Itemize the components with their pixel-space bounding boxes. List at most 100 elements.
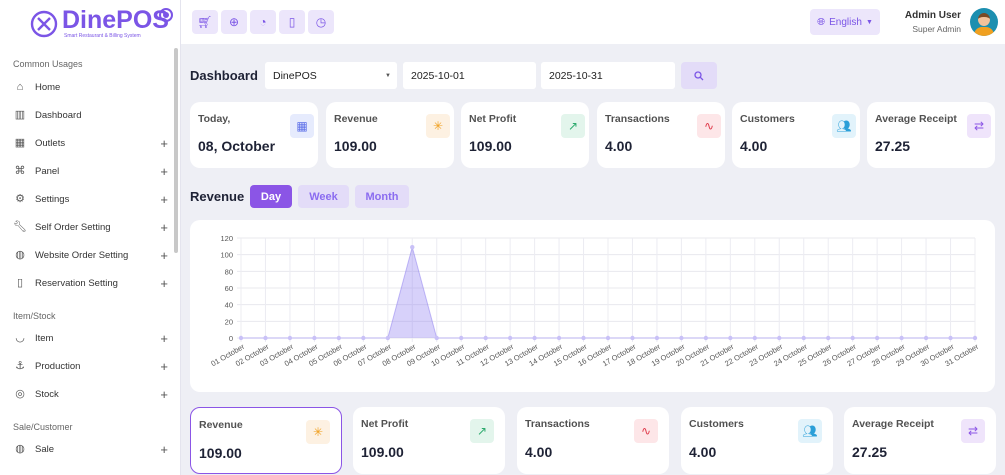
data-point[interactable] [874,335,880,341]
language-selector[interactable]: 🌐︎ English ▼ [810,9,880,35]
book-button[interactable]: ▯ [279,10,305,34]
sidebar-item-label: Website Order Setting [35,249,129,261]
sidebar-item-settings[interactable]: ⚙ Settings + [13,189,168,209]
sidebar-scrollbar[interactable] [174,48,178,253]
globe-icon: ◍ [15,249,25,261]
download-button[interactable]: ⊕ [221,10,247,34]
stat-card-customers[interactable]: Customers 4.00 👥︎ [681,407,833,474]
data-point[interactable] [777,335,782,341]
gear-icon: ⚙ [15,193,25,205]
data-point[interactable] [752,335,757,341]
plus-icon: + [160,219,168,235]
tab-day[interactable]: Day [250,185,292,208]
data-point[interactable] [385,335,390,341]
sidebar-toggle[interactable] [159,8,173,22]
avatar[interactable] [970,8,998,36]
stat-label: Revenue [199,419,243,431]
cart-button[interactable]: 🛒︎ [192,10,218,34]
sidebar-item-production[interactable]: ⚓︎ Production + [13,356,168,376]
search-button[interactable] [681,62,717,89]
stat-card-net-profit[interactable]: Net Profit 109.00 ↗ [461,102,589,168]
data-point[interactable] [630,335,635,341]
data-point[interactable] [605,335,611,341]
pie-chart-button[interactable]: ◔ [250,10,276,34]
sidebar-item-outlets[interactable]: ▦ Outlets + [13,133,168,153]
brand-tagline: Smart Restaurant & Billing System [64,33,141,39]
user-info[interactable]: Admin User Super Admin [881,10,961,34]
data-point[interactable] [850,335,855,341]
data-point[interactable] [923,335,929,341]
sidebar-item-website-order-setting[interactable]: ◍ Website Order Setting + [13,245,168,265]
data-point[interactable] [801,335,806,341]
data-point[interactable] [434,335,439,341]
tab-month[interactable]: Month [355,185,409,208]
y-tick-label: 100 [220,251,233,260]
data-point[interactable] [703,335,709,341]
data-point[interactable] [238,335,244,341]
data-point[interactable] [263,335,268,341]
data-point[interactable] [899,335,904,341]
repeat-icon: ⇄ [961,419,985,443]
stat-card-revenue[interactable]: Revenue 109.00 ✳ [190,407,342,474]
calendar-icon: ▦ [290,114,314,138]
data-point[interactable] [459,335,464,341]
outlet-select[interactable]: DinePOS ▼ [265,62,397,89]
plus-icon: + [160,163,168,179]
plus-icon: + [160,135,168,151]
data-point[interactable] [556,335,562,341]
start-date-input[interactable]: 2025-10-01 [403,62,536,89]
stat-card-customers[interactable]: Customers 4.00 👥︎ [732,102,860,168]
tab-week[interactable]: Week [298,185,349,208]
data-point[interactable] [483,335,488,341]
sidebar-item-reservation-setting[interactable]: ▯ Reservation Setting + [13,273,168,293]
language-label: English [829,16,862,28]
end-date-input[interactable]: 2025-10-31 [541,62,675,89]
data-point[interactable] [507,335,513,341]
sidebar-item-self-order-setting[interactable]: 🔧︎ Self Order Setting + [13,217,168,237]
data-point[interactable] [728,335,733,341]
sidebar-item-label: Outlets [35,137,66,149]
stat-card-revenue[interactable]: Revenue 109.00 ✳ [326,102,454,168]
brand-logo[interactable]: DinePOS Smart Restaurant & Billing Syste… [30,8,169,39]
anchor-icon: ⚓︎ [15,360,25,372]
stat-card-transactions[interactable]: Transactions 4.00 ∿ [597,102,725,168]
stat-value: 109.00 [199,445,242,461]
stat-card-average-receipt[interactable]: Average Receipt 27.25 ⇄ [844,407,996,474]
sidebar-item-item[interactable]: ◡ Item + [13,328,168,348]
stat-label: Customers [740,113,795,125]
data-point[interactable] [654,335,660,341]
data-point[interactable] [581,335,586,341]
sidebar-item-dashboard[interactable]: ▥ Dashboard [13,105,168,125]
sidebar-item-label: Reservation Setting [35,277,118,289]
clock-button[interactable]: ◷ [308,10,334,34]
y-tick-label: 60 [225,284,233,293]
data-point[interactable] [532,335,537,341]
data-point[interactable] [361,335,366,341]
sidebar-section-title: Item/Stock [13,311,56,321]
data-point[interactable] [410,244,415,250]
data-point[interactable] [336,335,342,341]
stat-card-today[interactable]: Today, 08, October ▦ [190,102,318,168]
cart-icon: 🛒︎ [197,15,213,29]
stat-card-net-profit[interactable]: Net Profit 109.00 ↗ [353,407,505,474]
sidebar-item-home[interactable]: ⌂ Home [13,77,168,97]
stat-value: 109.00 [469,138,512,154]
sidebar-item-panel[interactable]: ⌘ Panel + [13,161,169,181]
data-point[interactable] [826,335,831,341]
stat-card-average-receipt[interactable]: Average Receipt 27.25 ⇄ [867,102,995,168]
sidebar-item-stock[interactable]: ◎ Stock + [13,384,168,404]
data-point[interactable] [312,335,317,341]
sidebar-item-label: Panel [35,165,60,177]
data-point[interactable] [679,335,684,341]
data-point[interactable] [948,335,953,341]
stat-label: Net Profit [469,113,517,125]
data-point[interactable] [287,335,293,341]
stat-card-transactions[interactable]: Transactions 4.00 ∿ [517,407,669,474]
data-point[interactable] [972,335,978,341]
y-tick-label: 20 [225,317,233,326]
sidebar-item-sale[interactable]: ◍ Sale + [13,439,168,459]
book-icon: ▯ [288,15,296,29]
bookmark-icon: ▯ [16,277,24,289]
plus-icon: + [160,275,168,291]
